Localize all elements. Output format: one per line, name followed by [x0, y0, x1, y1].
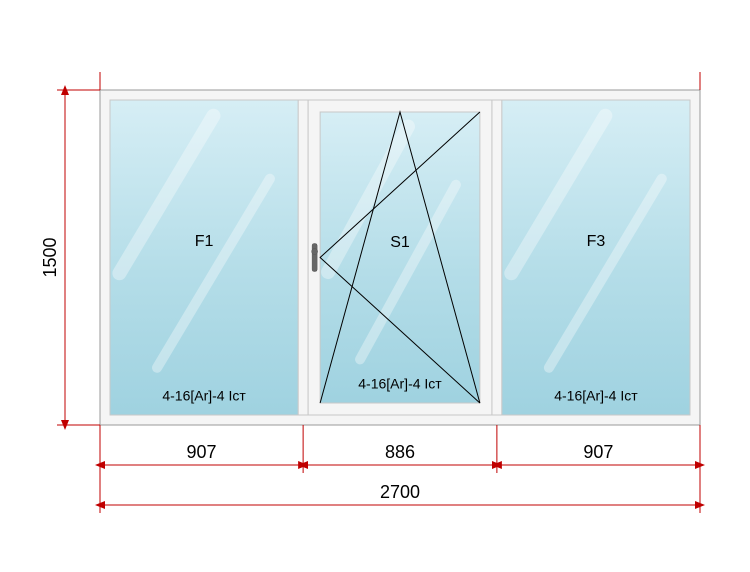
glazing-label: 4-16[Ar]-4 Iст	[358, 376, 442, 392]
panel-f1	[110, 100, 298, 415]
glass	[320, 112, 480, 403]
panel-f3	[502, 100, 690, 415]
glass	[110, 100, 298, 415]
dim-label-w1: 886	[385, 442, 415, 462]
mullion	[298, 100, 308, 415]
glazing-label: 4-16[Ar]-4 Iст	[554, 388, 638, 404]
dim-label-height: 1500	[40, 237, 60, 277]
handle	[312, 244, 317, 272]
panel-id-label: S1	[390, 234, 410, 251]
dim-label-w2: 907	[583, 442, 613, 462]
panel-id-label: F3	[587, 233, 606, 250]
glass	[502, 100, 690, 415]
dim-label-w0: 907	[187, 442, 217, 462]
mullion	[492, 100, 502, 415]
panel-id-label: F1	[195, 233, 214, 250]
glazing-label: 4-16[Ar]-4 Iст	[162, 388, 246, 404]
dim-label-total: 2700	[380, 482, 420, 502]
panel-s1	[308, 100, 492, 415]
